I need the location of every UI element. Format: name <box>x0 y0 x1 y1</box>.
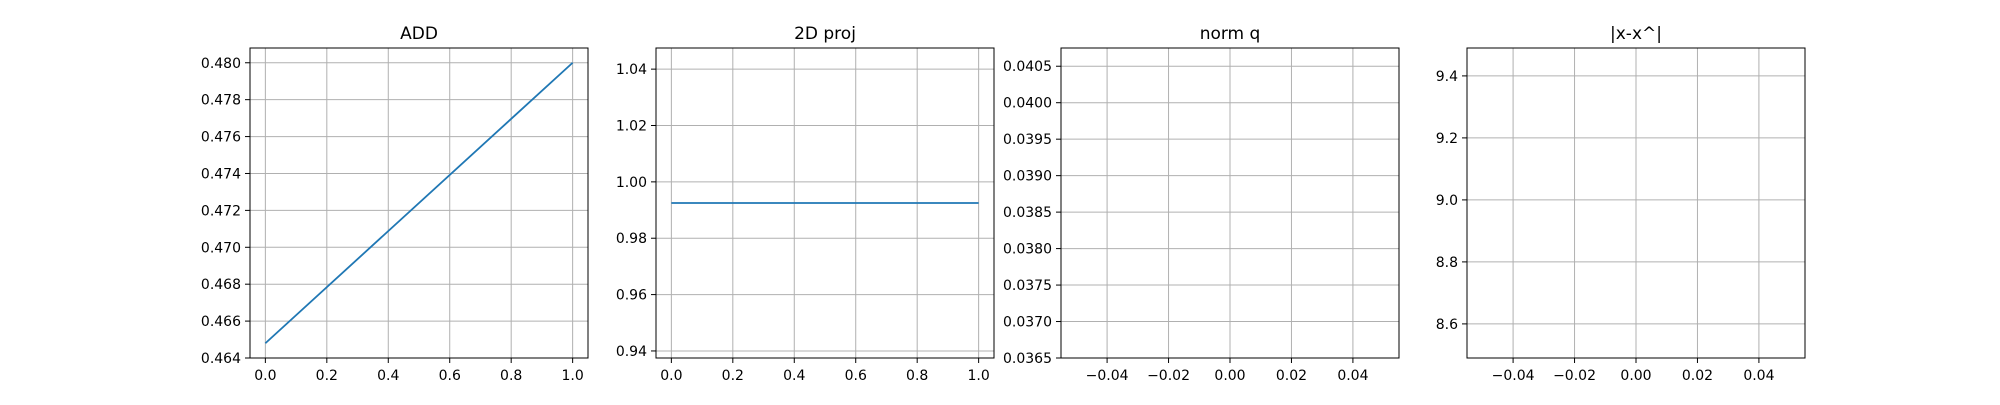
y-tick-label: 0.96 <box>616 288 647 304</box>
y-tick-label: 9.4 <box>1436 69 1458 85</box>
y-tick-label: 8.6 <box>1436 317 1458 333</box>
panel-title: |x-x^| <box>1610 24 1662 44</box>
y-tick-label: 1.00 <box>616 175 647 191</box>
x-tick-label: 0.8 <box>906 368 928 384</box>
x-tick-label: 0.8 <box>500 368 522 384</box>
x-tick-label: −0.02 <box>1553 368 1596 384</box>
y-tick-label: 0.472 <box>201 203 241 219</box>
y-tick-label: 0.0390 <box>1003 169 1052 185</box>
y-tick-label: 9.0 <box>1436 193 1458 209</box>
y-tick-label: 9.2 <box>1436 131 1458 147</box>
x-tick-label: 0.4 <box>783 368 805 384</box>
x-tick-label: 0.0 <box>660 368 682 384</box>
x-tick-label: 0.4 <box>377 368 399 384</box>
y-tick-label: 0.0405 <box>1003 59 1052 75</box>
x-tick-label: 0.2 <box>316 368 338 384</box>
y-tick-label: 8.8 <box>1436 255 1458 271</box>
x-tick-label: 0.04 <box>1743 368 1774 384</box>
grid-lines <box>250 48 588 359</box>
plot-frame <box>655 47 995 359</box>
plot-frame <box>249 47 589 359</box>
y-tick-label: 0.466 <box>201 314 241 330</box>
grid-lines <box>1467 48 1805 358</box>
x-tick-label: 0.00 <box>1214 368 1245 384</box>
x-tick-label: 0.6 <box>845 368 867 384</box>
x-tick-label: 0.02 <box>1276 368 1307 384</box>
y-tick-label: 0.98 <box>616 231 647 247</box>
y-tick-label: 0.0380 <box>1003 242 1052 258</box>
x-tick-label: −0.02 <box>1147 368 1190 384</box>
x-tick-label: 0.00 <box>1620 368 1651 384</box>
panel-norm-q: −0.04 −0.02 0.00 0.02 0.04 0.0365 0.0370 0.0375… <box>1003 24 1400 384</box>
x-tick-label: 0.2 <box>722 368 744 384</box>
x-tick-label: 0.6 <box>439 368 461 384</box>
y-tick-label: 0.470 <box>201 240 241 256</box>
x-tick-label: 0.0 <box>254 368 276 384</box>
y-tick-label: 1.04 <box>616 62 647 78</box>
panel-title: norm q <box>1200 24 1261 44</box>
y-tick-label: 0.468 <box>201 277 241 293</box>
grid-lines <box>656 48 994 358</box>
y-tick-label: 0.0395 <box>1003 132 1052 148</box>
panel-add: 0.0 0.2 0.4 0.6 0.8 1.0 0.464 0.466 0.468 0.470 0.… <box>201 24 589 384</box>
panel-2d-proj: 0.0 0.2 0.4 0.6 0.8 1.0 0.94 0.96 0.98 1.00 1.02 1.… <box>616 24 995 384</box>
x-tick-label: 1.0 <box>968 368 990 384</box>
y-tick-label: 0.0365 <box>1003 351 1052 367</box>
y-tick-label: 0.0385 <box>1003 205 1052 221</box>
tick-marks: −0.04 −0.02 0.00 0.02 0.04 0.0365 0.0370 0.0375… <box>1003 59 1369 384</box>
x-tick-label: −0.04 <box>1492 368 1535 384</box>
x-tick-label: 1.0 <box>562 368 584 384</box>
x-tick-label: 0.04 <box>1337 368 1368 384</box>
tick-marks: 0.0 0.2 0.4 0.6 0.8 1.0 0.94 0.96 0.98 1.00 1.02 1.… <box>616 62 990 384</box>
panel-x-error: −0.04 −0.02 0.00 0.02 0.04 8.6 8.8 9.0 9.2 9.4 |x… <box>1436 24 1806 384</box>
tick-marks: −0.04 −0.02 0.00 0.02 0.04 8.6 8.8 9.0 9.2 9.4 <box>1436 69 1775 384</box>
y-tick-label: 1.02 <box>616 119 647 135</box>
series-lines <box>264 62 574 344</box>
x-tick-label: 0.02 <box>1682 368 1713 384</box>
y-tick-label: 0.464 <box>201 351 241 367</box>
series-line <box>264 62 574 344</box>
x-tick-label: −0.04 <box>1086 368 1129 384</box>
panel-title: ADD <box>400 24 438 44</box>
y-tick-label: 0.0375 <box>1003 278 1052 294</box>
y-tick-label: 0.474 <box>201 166 241 182</box>
y-tick-label: 0.480 <box>201 56 241 72</box>
y-tick-label: 0.0400 <box>1003 96 1052 112</box>
y-tick-label: 0.94 <box>616 344 647 360</box>
y-tick-label: 0.478 <box>201 93 241 109</box>
panel-title: 2D proj <box>794 24 856 44</box>
y-tick-label: 0.0370 <box>1003 315 1052 331</box>
y-tick-label: 0.476 <box>201 130 241 146</box>
tick-marks: 0.0 0.2 0.4 0.6 0.8 1.0 0.464 0.466 0.468 0.470 0.… <box>201 56 584 384</box>
